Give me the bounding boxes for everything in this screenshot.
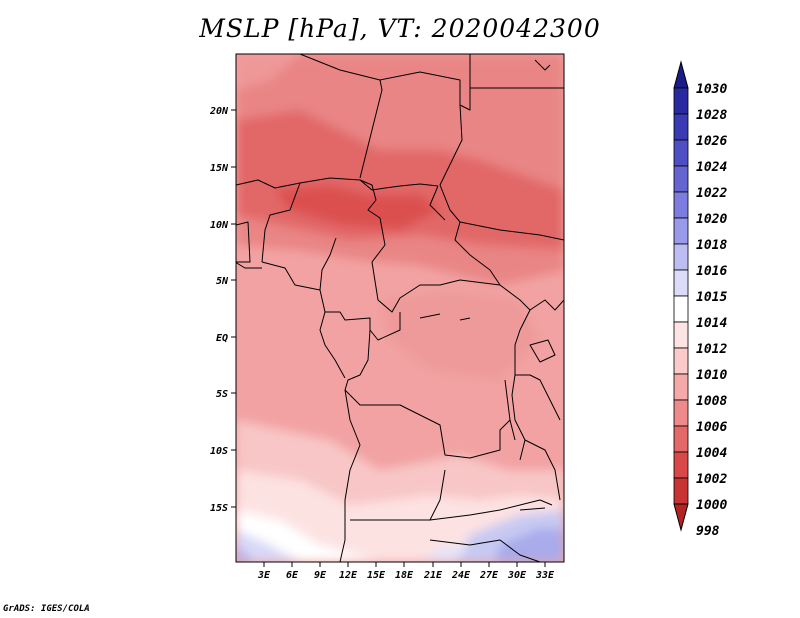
- field-northwest: [236, 54, 300, 90]
- coast-gabon: [319, 311, 346, 379]
- border-ss-sudan: [459, 221, 564, 241]
- lat-label: 20N: [209, 106, 229, 117]
- colorbar-label: 1024: [696, 160, 727, 175]
- colorbar-swatch: [673, 139, 689, 167]
- coast-ghana: [236, 262, 262, 269]
- colorbar-swatch: [673, 165, 689, 193]
- colorbar-swatch: [673, 217, 689, 245]
- border-malawi: [524, 439, 561, 501]
- colorbar-swatch: [673, 269, 689, 297]
- colorbar-swatch: [673, 373, 689, 401]
- field-1016-west: [236, 530, 300, 562]
- chart-title: MSLP [hPa], VT: 2020042300: [199, 14, 601, 43]
- border-congo-drc: [344, 329, 371, 391]
- border-nigeria-west: [261, 182, 301, 263]
- field-1002: [275, 185, 440, 230]
- colorbar-swatch: [673, 243, 689, 271]
- field-equatorial: [380, 290, 540, 380]
- lon-label: 24E: [451, 570, 471, 581]
- border-gabon-congo: [319, 289, 401, 341]
- lon-label: 18E: [395, 570, 414, 581]
- colorbar-label: 1026: [696, 134, 727, 149]
- colorbar-label: 1015: [696, 290, 727, 305]
- lon-label: 9E: [314, 570, 327, 581]
- field-1018-east: [495, 528, 564, 562]
- border-libya-chad: [379, 54, 471, 111]
- lat-labels: 20N 15N 10N 5N EQ 5S 10S 15S: [209, 106, 229, 514]
- colorbar-label: 1010: [696, 368, 727, 383]
- lon-label: 21E: [423, 570, 443, 581]
- border-east-lakes: [499, 284, 531, 461]
- border-nigeria-cameroon: [319, 237, 337, 291]
- colorbar-swatch: [673, 399, 689, 427]
- colorbar-swatch: [673, 321, 689, 349]
- colorbar-top-arrow: [673, 60, 689, 89]
- colorbar-swatch: [673, 347, 689, 375]
- field-1018-west: [236, 545, 255, 562]
- colorbar-swatch: [673, 191, 689, 219]
- grads-credit: GrADS: IGES/COLA: [3, 604, 90, 614]
- lat-label: 10S: [210, 446, 228, 457]
- colorbar-label: 1028: [696, 108, 727, 123]
- coast-red-sea: [534, 59, 551, 71]
- lon-labels: 3E 6E 9E 12E 15E 18E 21E 24E 27E 30E 33E: [257, 570, 555, 581]
- lat-label: 5S: [216, 389, 228, 400]
- colorbar-swatch: [673, 451, 689, 479]
- lon-label: 15E: [367, 570, 386, 581]
- colorbar-swatch: [673, 87, 689, 115]
- lat-label: 15S: [210, 503, 228, 514]
- lat-label: EQ: [216, 333, 228, 344]
- border-niger-east: [236, 54, 383, 179]
- colorbar-label: 1012: [696, 342, 727, 357]
- border-chad-south: [429, 185, 446, 221]
- lat-label: 15N: [210, 163, 229, 174]
- colorbar-label: 1002: [696, 472, 727, 487]
- country-borders: [236, 54, 564, 562]
- pressure-field: [236, 54, 564, 562]
- lake-tanganyika: [504, 379, 516, 441]
- border-cameroon-car: [359, 179, 501, 313]
- lake-victoria: [529, 339, 556, 363]
- colorbar-label: 1018: [696, 238, 727, 253]
- lon-label: 30E: [507, 570, 527, 581]
- lat-label: 5N: [216, 276, 229, 287]
- lon-label: 12E: [339, 570, 358, 581]
- border-botswana: [429, 539, 541, 562]
- colorbar-label: 1022: [696, 186, 727, 201]
- river-congo: [419, 313, 471, 321]
- lon-label: 3E: [257, 570, 271, 581]
- field-1015: [420, 545, 470, 562]
- border-angola-namibia: [350, 469, 446, 521]
- colorbar-label: 998: [696, 524, 720, 539]
- border-benin-togo: [236, 221, 251, 263]
- coast-angola: [339, 389, 361, 562]
- border-drc-angola: [344, 389, 511, 459]
- colorbar-label: 1014: [696, 316, 727, 331]
- colorbar-swatch: [673, 295, 689, 323]
- lon-label: 33E: [535, 570, 555, 581]
- lon-label: 27E: [479, 570, 499, 581]
- border-zambia-zimbabwe: [429, 499, 553, 521]
- colorbar-label: 1020: [696, 212, 727, 227]
- lon-label: 6E: [286, 570, 299, 581]
- lake-kariba: [519, 507, 546, 511]
- colorbar-swatch: [673, 477, 689, 505]
- colorbar-label: 1004: [696, 446, 727, 461]
- axis-ticks: [231, 109, 546, 567]
- colorbar-label: 1008: [696, 394, 727, 409]
- colorbar-label: 1000: [696, 498, 727, 513]
- border-tanzania: [515, 374, 561, 421]
- colorbar-label: 1006: [696, 420, 727, 435]
- map-frame: [235, 53, 565, 563]
- colorbar-label: 1030: [696, 82, 727, 97]
- lat-label: 10N: [210, 220, 229, 231]
- colorbar-swatch: [673, 425, 689, 453]
- colorbar: 1030 1028 1026 1024 1022 1020 1018 1016 1015 1014…: [673, 60, 727, 539]
- coast-gulf-guinea: [261, 261, 321, 291]
- colorbar-swatch: [673, 113, 689, 141]
- border-uganda-kenya: [529, 299, 564, 311]
- colorbar-label: 1016: [696, 264, 727, 279]
- colorbar-bottom-arrow: [673, 503, 689, 532]
